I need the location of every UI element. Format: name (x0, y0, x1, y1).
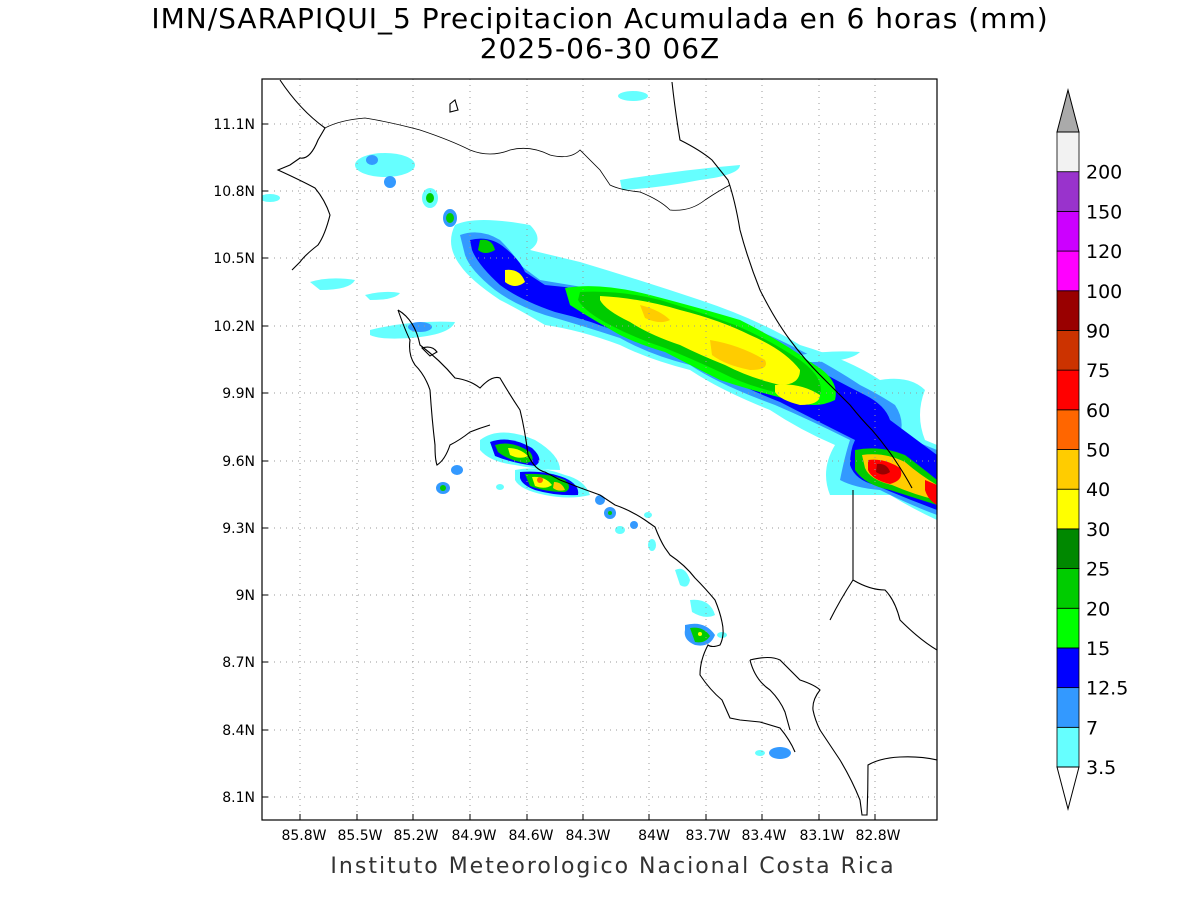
footer-credit: Instituto Meteorologico Nacional Costa R… (330, 854, 896, 879)
colorbar-swatch (1056, 687, 1080, 728)
colorbar-label: 200 (1086, 162, 1122, 184)
colorbar-label: 40 (1086, 479, 1110, 501)
lat-tick-label: 9.3N (222, 521, 255, 537)
lat-tick-label: 9.6N (222, 454, 255, 470)
colorbar-swatch (1056, 647, 1080, 689)
lon-tick-label: 85.2W (393, 828, 438, 844)
colorbar-swatch (1056, 171, 1080, 212)
colorbar-label: 150 (1086, 201, 1122, 223)
map-timestamp: 2025-06-30 06Z (479, 32, 721, 65)
axis-ticks (262, 123, 876, 820)
colorbar-label: 15 (1086, 638, 1110, 660)
lon-tick-label: 84.3W (565, 828, 610, 844)
colorbar-label: 25 (1086, 559, 1110, 581)
colorbar-swatch (1056, 210, 1080, 252)
colorbar-label: 75 (1086, 360, 1110, 382)
lon-tick-label: 85.5W (337, 828, 382, 844)
colorbar-low-arrow (1056, 766, 1080, 811)
border-lines (324, 117, 731, 211)
lon-labels: 85.8W 85.5W 85.2W 84.9W 84.6W 84.3W 84W … (281, 828, 900, 844)
colorbar-swatch (1056, 290, 1080, 331)
lat-tick-label: 10.5N (213, 251, 255, 267)
colorbar-swatch (1056, 250, 1080, 292)
colorbar-high-arrow (1056, 88, 1080, 133)
precip-cells-northwest (262, 91, 860, 362)
colorbar-label: 3.5 (1086, 757, 1116, 779)
precip-band-north (451, 220, 937, 520)
lat-tick-label: 10.2N (213, 319, 255, 335)
lat-labels: 11.1N 10.8N 10.5N 10.2N 9.9N 9.6N 9.3N 9… (213, 117, 255, 806)
lon-tick-label: 83.7W (685, 828, 730, 844)
coastline (276, 79, 937, 816)
precipitation-field (262, 91, 937, 759)
colorbar-swatch (1056, 330, 1080, 371)
precip-cells-pacific (436, 432, 791, 759)
lat-tick-label: 9.9N (222, 386, 255, 402)
colorbar-label: 60 (1086, 400, 1110, 422)
lat-tick-label: 8.1N (222, 790, 255, 806)
lon-tick-label: 84.9W (451, 828, 496, 844)
lon-tick-label: 84.6W (508, 828, 553, 844)
lat-tick-label: 8.4N (222, 723, 255, 739)
colorbar-swatch (1056, 131, 1080, 173)
colorbar-swatch (1056, 488, 1080, 530)
colorbar-label: 30 (1086, 519, 1110, 541)
map-frame (261, 78, 938, 821)
lat-tick-label: 10.8N (213, 184, 255, 200)
colorbar-swatch (1056, 726, 1080, 768)
colorbar-legend: 3.5 7 12.5 15 20 25 30 40 50 60 75 90 100 120 150 200 (1056, 88, 1128, 811)
colorbar-swatch (1056, 607, 1080, 649)
lat-tick-label: 8.7N (222, 655, 255, 671)
colorbar-label: 20 (1086, 598, 1110, 620)
colorbar-swatch (1056, 528, 1080, 569)
colorbar-swatch (1056, 409, 1080, 450)
map-title: IMN/SARAPIQUI_5 Precipitacion Acumulada … (151, 2, 1049, 35)
lon-tick-label: 83.4W (741, 828, 786, 844)
lat-tick-label: 9N (236, 588, 255, 604)
lon-tick-label: 82.8W (855, 828, 900, 844)
lon-tick-label: 85.8W (281, 828, 326, 844)
lat-tick-label: 11.1N (213, 117, 255, 133)
lon-tick-label: 84W (638, 828, 670, 844)
colorbar-label: 12.5 (1086, 678, 1128, 700)
colorbar-swatch (1056, 369, 1080, 411)
colorbar-swatch (1056, 449, 1080, 490)
colorbar-label: 50 (1086, 440, 1110, 462)
colorbar-swatch (1056, 568, 1080, 609)
colorbar-label: 90 (1086, 320, 1110, 342)
colorbar-label: 120 (1086, 241, 1122, 263)
colorbar-label: 100 (1086, 281, 1122, 303)
lon-tick-label: 83.1W (799, 828, 844, 844)
colorbar-label: 7 (1086, 717, 1098, 739)
